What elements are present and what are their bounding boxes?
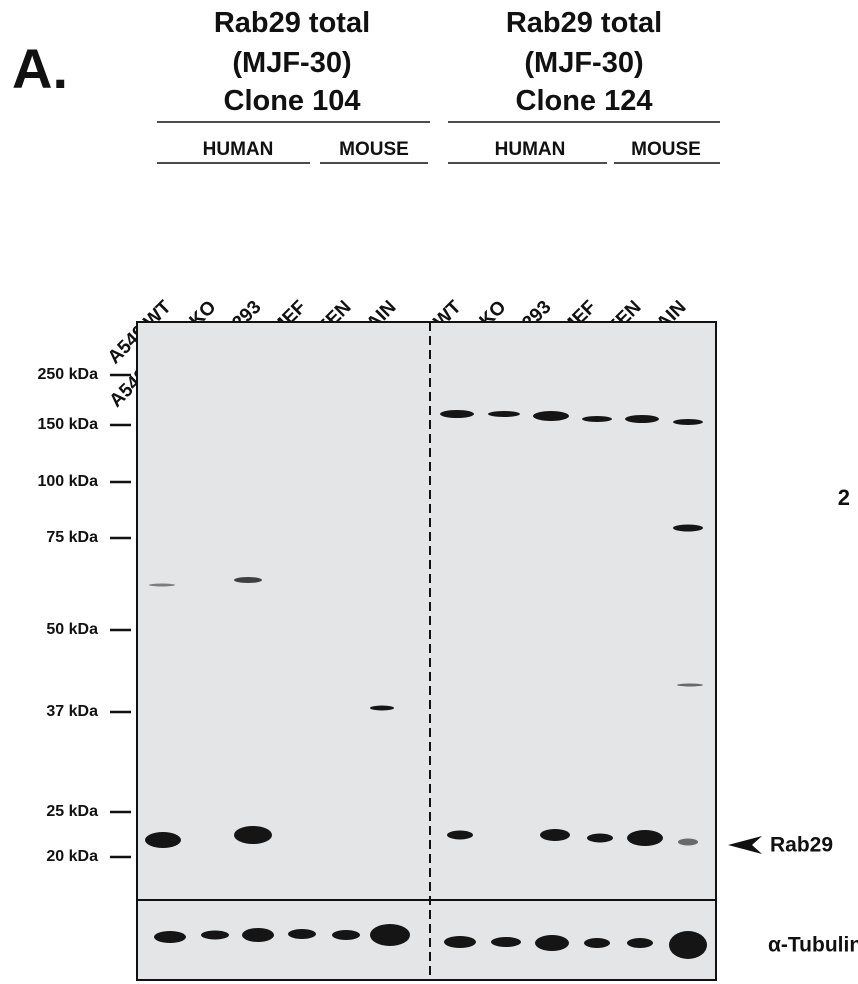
species-label: HUMAN [495, 139, 566, 160]
blot-main [136, 321, 717, 901]
clone-header: Rab29 total [214, 7, 370, 39]
clone-header: Clone 104 [224, 85, 361, 117]
species-label: MOUSE [339, 139, 409, 160]
bands [145, 410, 707, 959]
clone-header: (MJF-30) [232, 47, 351, 79]
marker-label: 20 kDa [46, 848, 98, 865]
marker-label: 37 kDa [46, 703, 98, 720]
marker-label: 75 kDa [46, 529, 98, 546]
species-label: HUMAN [203, 139, 274, 160]
side-number: 2 [838, 485, 850, 510]
band-label: α-Tubulin [768, 934, 858, 957]
clone-header: (MJF-30) [524, 47, 643, 79]
species-label: MOUSE [631, 139, 701, 160]
blot-tubulin [136, 899, 717, 981]
clone-header: Clone 124 [516, 85, 653, 117]
band-label: Rab29 [770, 834, 833, 857]
marker-label: 50 kDa [46, 621, 98, 638]
marker-label: 150 kDa [38, 416, 99, 433]
marker-label: 25 kDa [46, 803, 98, 820]
arrowhead [728, 836, 762, 854]
panel-label: A. [12, 37, 68, 100]
marker-label: 100 kDa [38, 473, 99, 490]
clone-header: Rab29 total [506, 7, 662, 39]
marker-label: 250 kDa [38, 366, 99, 383]
